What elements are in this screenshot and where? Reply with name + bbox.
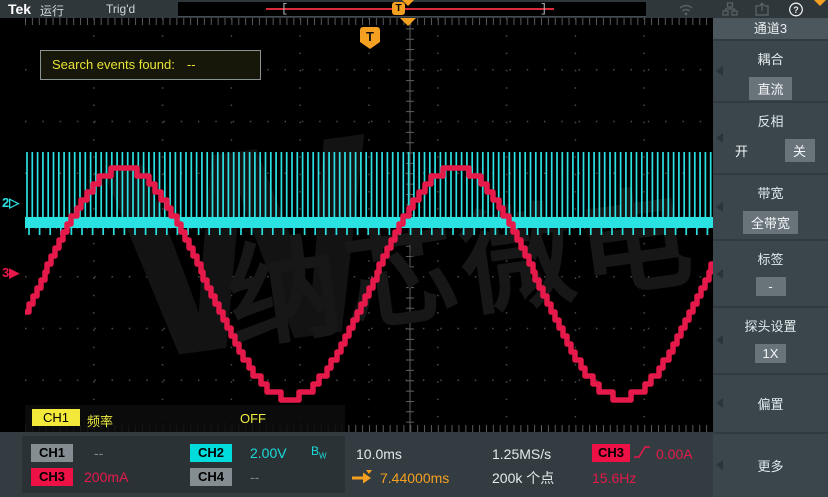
search-events-count: -- (186, 57, 196, 72)
svg-text:?: ? (793, 5, 799, 15)
coupling-label: 耦合 (757, 52, 784, 67)
section-arrow-icon (716, 335, 723, 346)
invert-on-button[interactable]: 开 (734, 144, 748, 160)
sidebar-section-invert[interactable]: 反相 开 关 (713, 101, 828, 173)
channel-readout-panel: CH1 -- CH2 2.00V BW CH3 200mA CH4 -- (22, 436, 345, 493)
window-bracket-right: ] (540, 2, 548, 16)
ch3-marker-number: 3 (2, 265, 10, 280)
measurement-bar[interactable]: CH1 频率 OFF (25, 405, 345, 432)
search-events-label: Search events found: (52, 57, 175, 72)
more-label: 更多 (757, 458, 784, 474)
watermark: W 纳芯微电 (25, 18, 713, 432)
acquisition-status: 运行 (40, 4, 65, 18)
ch2-ground-marker[interactable]: 2▷ (2, 196, 19, 210)
record-view-bar[interactable]: [ ] T (178, 0, 646, 17)
trigger-position-badge: T (392, 2, 405, 15)
rising-edge-icon (634, 446, 650, 458)
probe-1x-button[interactable]: 1X (754, 344, 787, 364)
ch1-scale-value: -- (94, 445, 104, 461)
top-status-bar: Tek 运行 Trig'd [ ] T ? (0, 0, 828, 18)
section-arrow-icon (716, 398, 723, 409)
timebase-readout[interactable]: 10.0ms (356, 446, 402, 462)
sidebar-section-coupling[interactable]: 耦合 直流 (713, 39, 828, 101)
ch2-marker-arrow-icon: ▷ (9, 195, 20, 210)
trigger-flag-badge[interactable]: T (360, 27, 380, 49)
section-arrow-icon (716, 202, 723, 213)
measurement-channel-badge: CH1 (32, 409, 81, 426)
ch3-ground-marker[interactable]: 3▶ (2, 266, 19, 280)
sample-rate-readout: 1.25MS/s (492, 446, 552, 462)
section-arrow-icon (716, 268, 723, 279)
trigger-frequency-readout: 15.6Hz (592, 470, 637, 486)
ch3-marker-arrow-icon: ▶ (9, 265, 20, 280)
ch2-bandwidth-limit-indicator: BW (311, 444, 327, 461)
sidebar-section-bandwidth[interactable]: 带宽 全带宽 (713, 173, 828, 239)
side-menu-title: 通道3 (713, 18, 828, 39)
horizontal-delay-readout[interactable]: 7.44000ms (380, 470, 450, 486)
probe-setup-label: 探头设置 (744, 319, 797, 335)
invert-off-button[interactable]: 关 (784, 139, 815, 163)
help-icon[interactable]: ? (788, 2, 804, 17)
bottom-status-bar: CH1 -- CH2 2.00V BW CH3 200mA CH4 -- 10.… (0, 432, 713, 497)
window-bracket-left: [ (281, 2, 289, 16)
ch2-marker-number: 2 (2, 195, 10, 210)
export-icon[interactable] (754, 2, 770, 17)
sidebar-section-offset[interactable]: 偏置 (713, 372, 828, 432)
trigger-position-marker-icon[interactable] (400, 18, 416, 26)
notification-caret-icon (814, 0, 826, 6)
ch2-scale-value: 2.00V (250, 445, 287, 461)
ch2-badge[interactable]: CH2 (190, 444, 232, 462)
label-value-button[interactable]: - (755, 277, 786, 297)
ch1-badge[interactable]: CH1 (31, 444, 73, 462)
coupling-dc-button[interactable]: 直流 (749, 77, 792, 100)
search-events-overlay: Search events found: -- (40, 50, 261, 80)
invert-label: 反相 (757, 114, 784, 130)
trigger-status: Trig'd (106, 2, 136, 16)
tek-logo: Tek (8, 1, 32, 17)
delay-arrow-icon (352, 470, 372, 484)
record-length-readout: 200k 个点 (492, 470, 555, 486)
ch3-badge[interactable]: CH3 (31, 468, 73, 486)
sidebar-section-more[interactable]: 更多 (713, 431, 828, 497)
offset-label: 偏置 (757, 396, 784, 412)
section-arrow-icon (716, 66, 723, 77)
label-label: 标签 (757, 252, 784, 268)
section-arrow-icon (716, 460, 723, 471)
trigger-position-caret-icon (402, 0, 414, 6)
sidebar-section-label[interactable]: 标签 - (713, 239, 828, 306)
trigger-level-readout[interactable]: 0.00A (656, 446, 693, 462)
bandwidth-label: 带宽 (757, 186, 784, 202)
bandwidth-full-button[interactable]: 全带宽 (742, 211, 798, 235)
ch4-badge[interactable]: CH4 (190, 468, 232, 486)
sidebar-section-probe-setup[interactable]: 探头设置 1X (713, 306, 828, 372)
measurement-value: OFF (240, 411, 266, 426)
wifi-icon[interactable] (678, 2, 694, 17)
ch4-scale-value: -- (250, 469, 260, 485)
ch3-scale-value: 200mA (84, 469, 129, 485)
channel3-side-menu: 通道3 耦合 直流 反相 开 关 带宽 全带宽 标签 - 探头设置 1X (713, 18, 828, 497)
measurement-name: 频率 (87, 414, 114, 429)
section-arrow-icon (716, 133, 723, 144)
record-length-line (266, 8, 554, 10)
network-icon[interactable] (722, 2, 738, 17)
trigger-source-badge[interactable]: CH3 (592, 444, 630, 462)
